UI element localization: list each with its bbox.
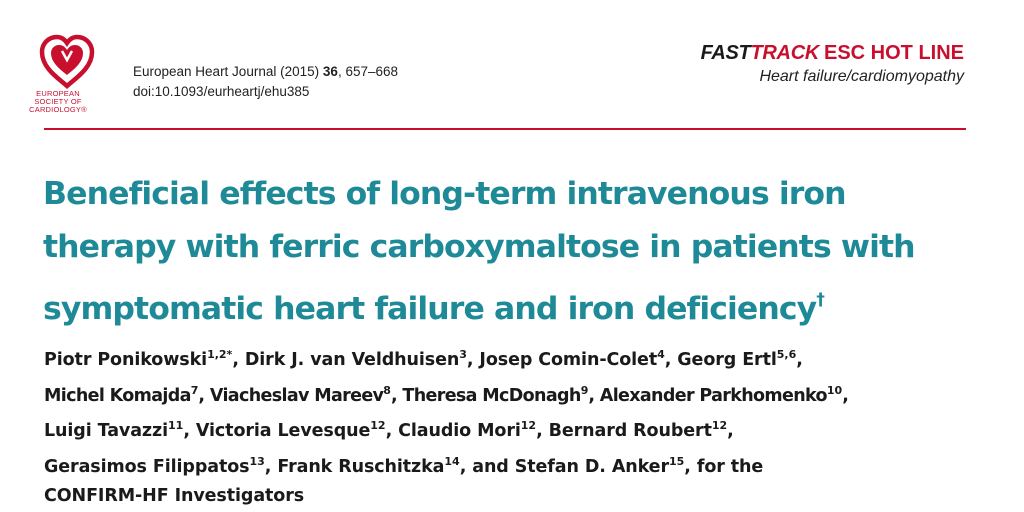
title-line: therapy with ferric carboxymaltose in pa…: [43, 229, 916, 265]
author-name: Frank Ruschitzka: [277, 456, 445, 477]
journal-name: European Heart Journal: [133, 64, 277, 79]
author-name: Victoria Levesque: [195, 421, 371, 441]
author: Victoria Levesque12: [195, 419, 386, 441]
journal-year: (2015): [280, 64, 320, 79]
author-separator: ,: [796, 350, 803, 370]
author-separator: ,: [390, 385, 403, 406]
author-affiliation[interactable]: 12: [520, 419, 537, 432]
author-name: Theresa McDonagh: [402, 385, 581, 406]
author-affiliation[interactable]: 5,6: [776, 348, 797, 361]
author-line: Gerasimos Filippatos13, Frank Ruschitzka…: [44, 447, 994, 483]
logo-line: SOCIETY OF: [34, 97, 82, 106]
author: Piotr Ponikowski1,2*: [44, 348, 233, 370]
author-affiliation[interactable]: 13: [249, 454, 265, 468]
author-affiliation[interactable]: 10: [826, 383, 843, 397]
author: Josep Comin-Colet4: [479, 348, 665, 370]
author-name: Gerasimos Filippatos: [44, 456, 250, 477]
author-separator: ,: [264, 456, 278, 477]
title-line: Beneficial effects of long-term intraven…: [43, 176, 847, 212]
author-affiliation[interactable]: 1,2*: [207, 348, 233, 361]
author-name: Luigi Tavazzi: [44, 421, 169, 441]
author-separator: ,: [727, 421, 734, 441]
author-separator: ,: [183, 421, 196, 441]
author-affiliation[interactable]: 15: [668, 454, 685, 468]
fasttrack-hotline: ESC HOT LINE: [823, 42, 964, 64]
header-divider: [44, 128, 966, 130]
author-separator: ,: [536, 421, 549, 441]
author-name: Michel Komajda: [44, 385, 191, 406]
author-separator: ,: [466, 350, 480, 370]
journal-reference: European Heart Journal (2015) 36, 657–66…: [133, 62, 398, 82]
journal-volume: 36: [322, 64, 338, 79]
logo-text: EUROPEAN SOCIETY OF CARDIOLOGY®: [28, 90, 88, 114]
journal-citation: European Heart Journal (2015) 36, 657–66…: [133, 62, 398, 102]
title-footnote-mark[interactable]: †: [816, 290, 825, 310]
author-name: Viacheslav Mareev: [209, 385, 384, 406]
author-affiliation[interactable]: 9: [580, 383, 589, 397]
author-name: Bernard Roubert: [548, 421, 712, 441]
author-affiliation[interactable]: 8: [383, 383, 391, 397]
author-separator: ,: [198, 385, 210, 406]
author-affiliation[interactable]: 11: [168, 419, 184, 432]
fasttrack-track: TRACK: [750, 42, 819, 64]
author-separator: ,: [232, 350, 245, 370]
author: Claudio Mori12: [398, 419, 537, 441]
author: Theresa McDonagh9: [402, 383, 589, 406]
article-category: Heart failure/cardiomyopathy: [759, 68, 964, 85]
author-separator: ,: [385, 421, 399, 441]
author-affiliation[interactable]: 14: [444, 454, 460, 468]
author-separator: ,: [842, 385, 849, 406]
author: Viacheslav Mareev8: [209, 383, 391, 406]
author: Michel Komajda7: [44, 383, 199, 406]
author-name: Piotr Ponikowski: [44, 350, 208, 370]
journal-doi[interactable]: doi:10.1093/eurheartj/ehu385: [133, 84, 310, 99]
author-list: Piotr Ponikowski1,2*, Dirk J. van Veldhu…: [44, 340, 994, 512]
author-name: Josep Comin-Colet: [479, 350, 658, 370]
author: Gerasimos Filippatos13: [44, 454, 265, 477]
author: Bernard Roubert12: [548, 419, 728, 441]
author: Alexander Parkhomenko10: [599, 383, 843, 406]
author: Frank Ruschitzka14: [277, 454, 460, 477]
author-separator: , for the: [684, 456, 764, 477]
article-title: Beneficial effects of long-term intraven…: [43, 168, 993, 336]
author-line: CONFIRM-HF Investigators: [44, 482, 994, 512]
author: Luigi Tavazzi11: [44, 419, 184, 441]
author-affiliation[interactable]: 12: [711, 419, 728, 432]
author-name: CONFIRM-HF Investigators: [44, 486, 305, 506]
author-affiliation[interactable]: 12: [370, 419, 386, 432]
journal-pages: , 657–668: [337, 64, 398, 79]
esc-logo: EUROPEAN SOCIETY OF CARDIOLOGY®: [28, 34, 124, 124]
author-name: Georg Ertl: [677, 350, 777, 370]
author: Stefan D. Anker15: [514, 454, 685, 477]
author-name: Stefan D. Anker: [514, 456, 669, 477]
author-name: Claudio Mori: [398, 421, 521, 441]
author: CONFIRM-HF Investigators: [44, 486, 304, 506]
author: Dirk J. van Veldhuisen3: [244, 348, 467, 370]
logo-line: EUROPEAN: [36, 89, 80, 98]
author-separator: , and: [459, 456, 515, 477]
heart-logo-icon: [39, 34, 95, 90]
title-line-text: symptomatic heart failure and iron defic…: [43, 291, 817, 327]
author-affiliation[interactable]: 4: [657, 348, 665, 361]
author-line: Michel Komajda7, Viacheslav Mareev8, The…: [44, 376, 994, 412]
logo-line: CARDIOLOGY®: [29, 105, 87, 114]
author-separator: ,: [588, 385, 600, 406]
author-separator: ,: [664, 350, 678, 370]
author-affiliation[interactable]: 7: [190, 383, 199, 397]
title-line-last: symptomatic heart failure and iron defic…: [43, 274, 993, 336]
author-line: Luigi Tavazzi11, Victoria Levesque12, Cl…: [44, 411, 994, 447]
author-name: Alexander Parkhomenko: [599, 385, 828, 406]
author: Georg Ertl5,6: [677, 348, 797, 370]
author-name: Dirk J. van Veldhuisen: [244, 350, 460, 370]
fasttrack-banner: FASTTRACK ESC HOT LINE: [701, 42, 964, 65]
fasttrack-header: FASTTRACK ESC HOT LINE Heart failure/card…: [701, 42, 964, 86]
author-line: Piotr Ponikowski1,2*, Dirk J. van Veldhu…: [44, 340, 994, 376]
fasttrack-fast: FAST: [700, 42, 751, 64]
author-affiliation[interactable]: 3: [459, 348, 467, 361]
